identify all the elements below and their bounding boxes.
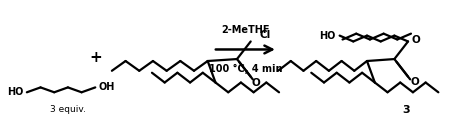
Text: 100 °C, 4 min: 100 °C, 4 min	[209, 64, 282, 74]
Text: O: O	[410, 77, 419, 87]
Text: HO: HO	[319, 31, 335, 41]
Text: O: O	[251, 78, 260, 88]
Text: 2-MeTHF: 2-MeTHF	[221, 25, 270, 35]
Text: O: O	[411, 35, 420, 45]
Text: +: +	[89, 50, 102, 65]
Text: HO: HO	[7, 87, 23, 97]
Text: OH: OH	[99, 82, 115, 92]
Text: 3 equiv.: 3 equiv.	[50, 105, 86, 114]
Text: 3: 3	[402, 105, 410, 115]
Text: Cl: Cl	[259, 30, 271, 40]
